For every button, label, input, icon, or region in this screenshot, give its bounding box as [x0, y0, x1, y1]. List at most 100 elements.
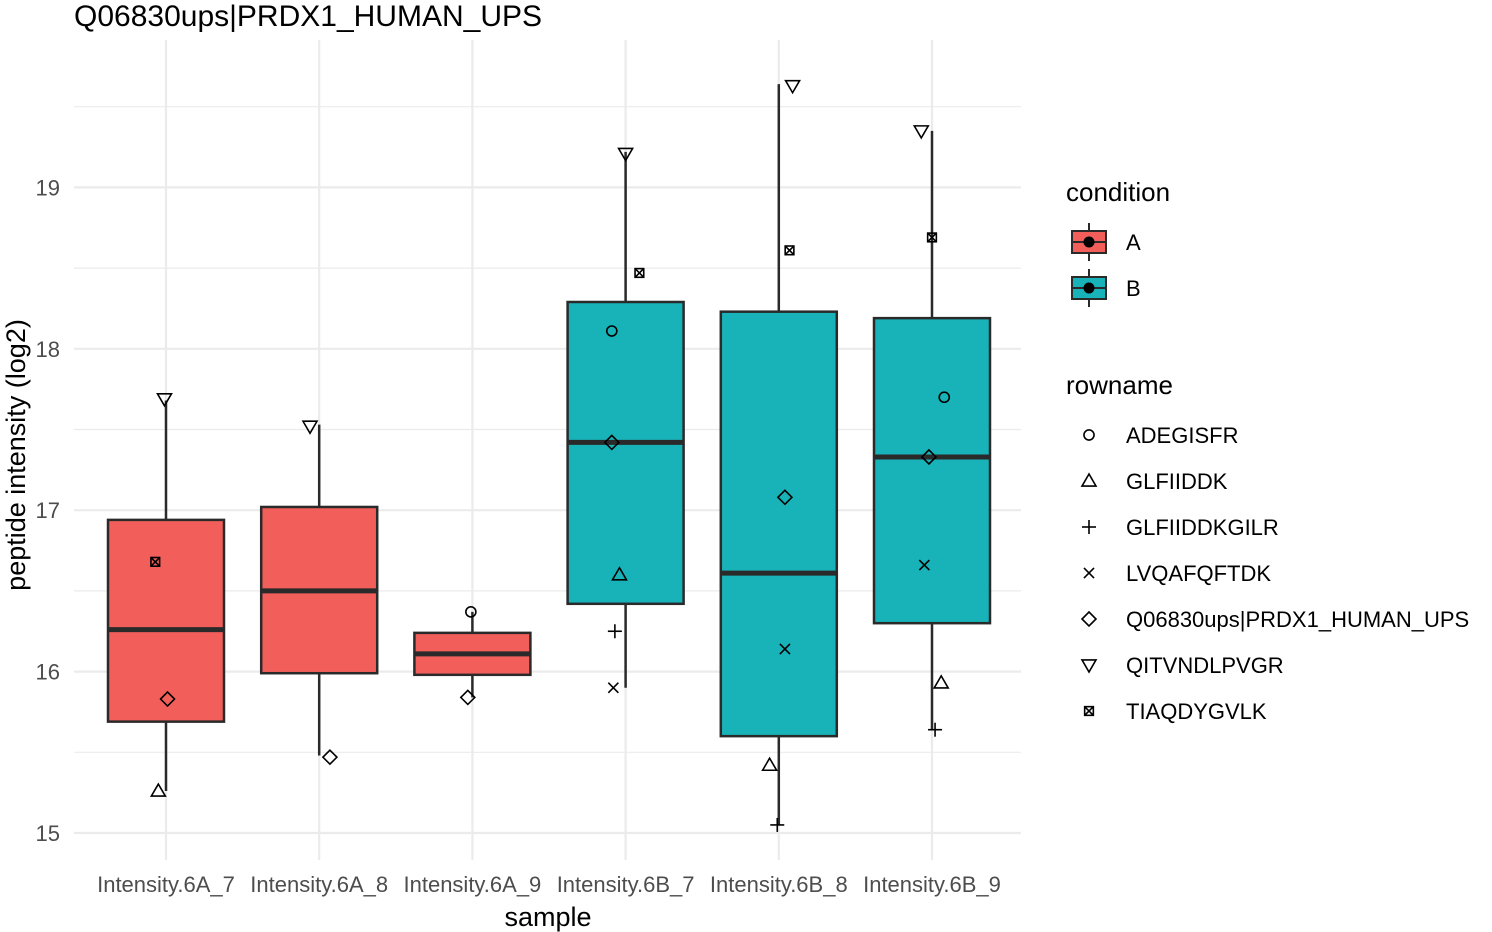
triangle-mark [761, 756, 778, 772]
diamond-mark [321, 749, 339, 766]
triangle-down-mark [784, 79, 801, 95]
triangle-down-mark [301, 420, 319, 435]
point-x [607, 682, 619, 694]
boxx-b [634, 268, 645, 278]
boxx-square [784, 245, 795, 256]
point-diamond [321, 749, 339, 766]
x-tick-label: Intensity.6B_9 [863, 872, 1001, 897]
point-circle [1083, 429, 1095, 441]
point-plus [1082, 520, 1096, 534]
diamond-mark [776, 489, 794, 506]
legend-key-dot [1083, 236, 1095, 248]
x-tick-label: Intensity.6A_9 [404, 872, 542, 897]
boxx-square [634, 267, 645, 279]
point-layer [149, 79, 951, 832]
point-boxx [784, 245, 795, 256]
y-axis-label: peptide intensity (log2) [1, 319, 31, 591]
point-circle [465, 606, 477, 618]
legend-rowname-label: ADEGISFR [1126, 423, 1238, 448]
legend-rowname-label: TIAQDYGVLK [1126, 699, 1267, 724]
boxx-b [1084, 706, 1094, 716]
point-triangle-down [784, 79, 801, 95]
point-diamond [920, 448, 938, 466]
circle-mark [938, 391, 951, 404]
axis-layer: 15 16 17 18 19 Intensity.6A_7 Intensity.6A_8 In… [36, 175, 1001, 897]
point-boxx [926, 232, 938, 243]
point-circle [938, 391, 951, 404]
x-b [1083, 567, 1095, 579]
point-diamond [776, 489, 794, 506]
x-tick-label: Intensity.6A_8 [250, 872, 388, 897]
x-b [779, 643, 791, 655]
point-boxx [1083, 705, 1095, 717]
point-triangle [611, 566, 628, 581]
diamond-mark [1080, 610, 1098, 628]
circle-mark [465, 606, 477, 618]
point-triangle-down [301, 420, 319, 435]
point-plus [607, 624, 622, 639]
x-tick-label: Intensity.6A_7 [97, 872, 235, 897]
diamond-mark [920, 448, 938, 466]
diamond-mark [459, 689, 476, 706]
x-b [918, 559, 930, 571]
point-triangle-down [156, 392, 173, 408]
x-tick-label: Intensity.6B_8 [710, 872, 848, 897]
point-plus [928, 722, 943, 737]
triangle-down-mark [912, 125, 930, 140]
triangle-down-mark [156, 392, 173, 408]
x-b [607, 682, 619, 694]
y-tick-label: 16 [36, 660, 60, 685]
legend-rowname-label: LVQAFQFTDK [1126, 561, 1271, 586]
legend-rowname-label: GLFIIDDK [1126, 469, 1228, 494]
triangle-mark [1080, 472, 1098, 487]
legend-condition-label: A [1126, 230, 1141, 255]
point-diamond [459, 689, 476, 706]
point-triangle [1080, 472, 1098, 487]
point-boxx [634, 267, 645, 279]
boxx-square [150, 556, 161, 567]
triangle-mark [149, 782, 167, 797]
y-tick-label: 15 [36, 821, 60, 846]
point-triangle-down [1080, 659, 1098, 674]
diamond-mark [603, 434, 620, 451]
point-x [779, 643, 791, 655]
legend-rowname-label: GLFIIDDKGILR [1126, 515, 1279, 540]
point-diamond [603, 434, 620, 451]
y-tick-label: 18 [36, 337, 60, 362]
circle-mark [1083, 429, 1095, 441]
boxx-b [784, 245, 795, 256]
boxx-b [927, 232, 937, 243]
triangle-down-mark [617, 147, 634, 163]
legend-condition-label: B [1126, 276, 1141, 301]
boxx-b [150, 556, 161, 567]
point-diamond [1080, 610, 1098, 628]
triangle-mark [611, 566, 628, 581]
legend-key-dot [1083, 282, 1095, 294]
y-tick-label: 19 [36, 175, 60, 200]
legend-rowname: rowname ADEGISFR GLFIIDDK GLFIIDDKGILR LVQA… [1066, 370, 1469, 724]
triangle-down-mark [1080, 659, 1098, 674]
legend-condition: condition AB [1066, 177, 1170, 307]
legend-rowname-label: Q06830ups|PRDX1_HUMAN_UPS [1126, 607, 1469, 632]
point-boxx [150, 556, 161, 567]
boxx-square [926, 232, 938, 243]
point-triangle-down [617, 147, 634, 163]
box-body [106, 518, 226, 723]
triangle-mark [932, 674, 950, 689]
x-axis-label: sample [504, 902, 591, 932]
x-tick-label: Intensity.6B_7 [557, 872, 695, 897]
point-triangle [149, 782, 167, 797]
circle-mark [605, 325, 618, 337]
legend-rowname-title: rowname [1066, 370, 1173, 400]
point-diamond [159, 690, 176, 708]
box-body [872, 316, 992, 625]
box-layer [106, 84, 992, 825]
point-triangle-down [912, 125, 930, 140]
point-triangle [761, 756, 778, 772]
y-tick-label: 17 [36, 498, 60, 523]
diamond-mark [159, 690, 176, 708]
point-x [1083, 567, 1095, 579]
legend-condition-title: condition [1066, 177, 1170, 207]
box-body [566, 300, 685, 606]
